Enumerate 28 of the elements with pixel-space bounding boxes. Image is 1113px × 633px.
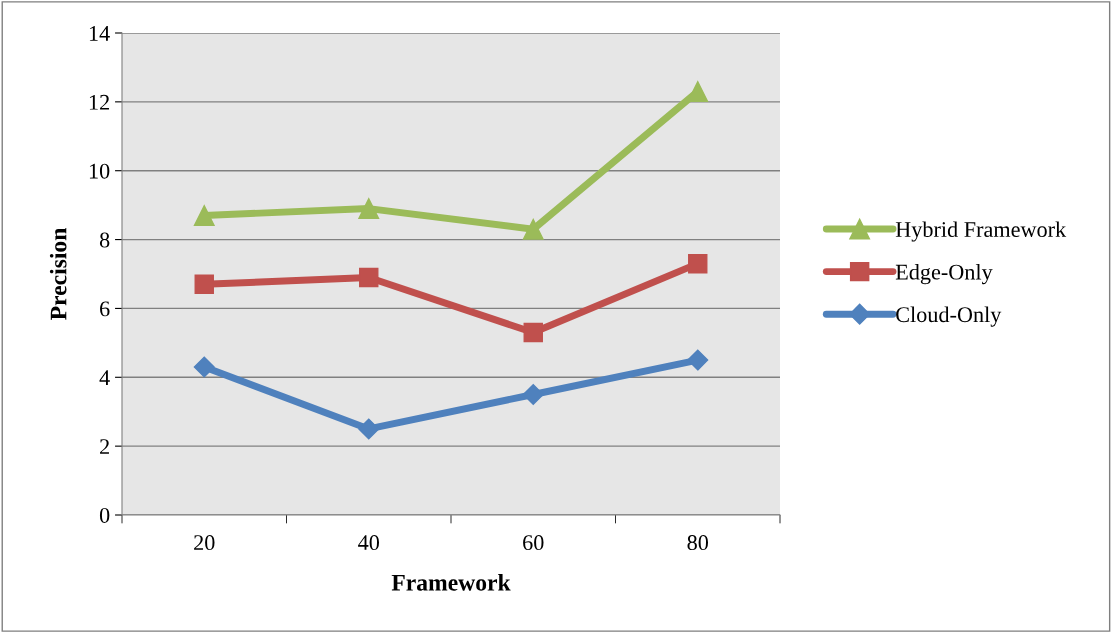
point	[688, 253, 708, 274]
point	[522, 218, 544, 240]
y-axis-title: Precision	[49, 228, 67, 320]
point	[358, 198, 380, 220]
y-tick-label: 14	[89, 26, 110, 41]
legend-label: Cloud-Only	[896, 306, 1002, 327]
x-tick-label: 20	[194, 535, 215, 551]
point	[523, 322, 543, 343]
point	[522, 383, 544, 406]
legend-label: Edge-Only	[895, 263, 993, 285]
point	[193, 356, 215, 378]
point	[358, 418, 380, 440]
x-tick-label: 80	[687, 535, 709, 551]
y-tick-label: 6	[100, 301, 110, 317]
y-tick-label: 2	[100, 439, 109, 454]
y-tick-label: 10	[89, 163, 110, 179]
point	[687, 349, 709, 371]
legend-label: Hybrid Framework	[895, 221, 1067, 242]
y-tick-label: 12	[89, 94, 109, 110]
x-tick-label: 60	[523, 535, 544, 551]
y-tick-label: 8	[99, 232, 110, 248]
x-tick-label: 40	[358, 535, 380, 551]
point	[359, 267, 379, 288]
point	[194, 274, 214, 295]
y-tick-label: 0	[99, 507, 110, 523]
y-tick-label: 4	[99, 370, 110, 385]
point	[193, 205, 215, 226]
x-axis-title: Framework	[391, 574, 511, 591]
